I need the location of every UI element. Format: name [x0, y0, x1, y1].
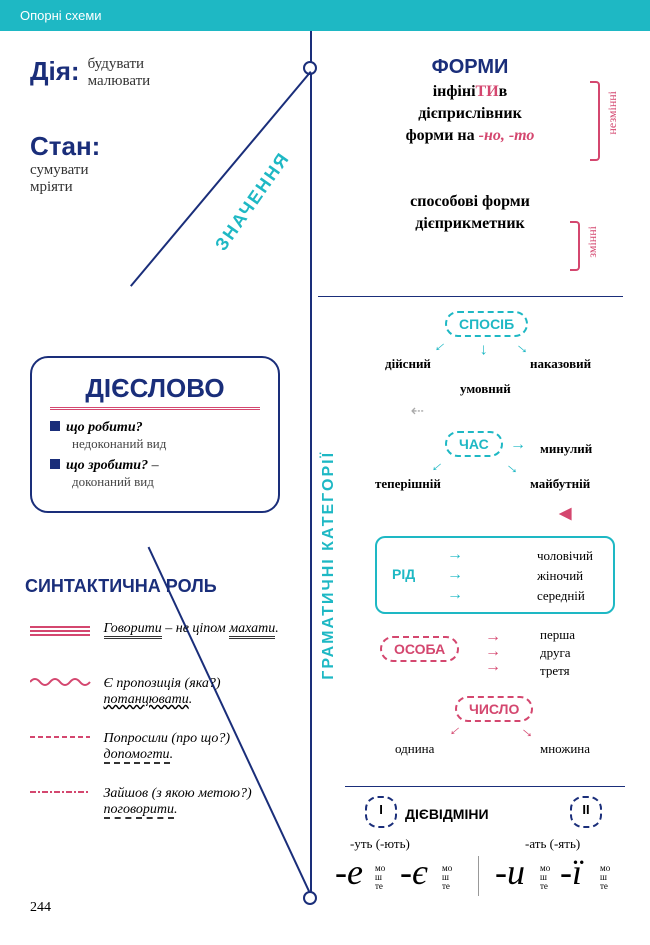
conj-third-1: -уть (-ють) [350, 836, 410, 852]
znachennia-label: ЗНАЧЕННЯ [211, 148, 294, 255]
gram-label: ГРАМАТИЧНІ КАТЕГОРІЇ [320, 451, 338, 680]
vowel-ye: -є [400, 851, 428, 893]
formy-line-3: форми на -но, -то [340, 127, 600, 145]
rid-3: середній [537, 586, 593, 606]
formy-line-2: дієприслівник [340, 105, 600, 123]
page-content: Дія: будувати малювати Стан: сумувати мр… [0, 31, 650, 921]
conj-title: ДІЄВІДМІНИ [405, 806, 489, 822]
suffix-4: моште [600, 864, 610, 891]
dia-label: Дія: [30, 56, 80, 86]
gear-1: I [365, 796, 397, 828]
page-number: 244 [30, 900, 51, 916]
chas-1: теперішній [375, 476, 441, 492]
synt-row-1: Говорити – не ціпом махати. [30, 621, 300, 646]
dia-block: Дія: будувати малювати [30, 56, 150, 90]
conj-sep [478, 856, 479, 896]
chas-3: майбутній [530, 476, 590, 492]
osoba-2: друга [540, 644, 575, 662]
formy-line-4: способові форми [340, 193, 600, 211]
pill-sposib: СПОСІБ [445, 311, 528, 337]
rid-label: РІД [392, 566, 415, 582]
stan-ex-2: мріяти [30, 179, 73, 195]
sposib-1: дійсний [385, 356, 431, 372]
pill-chyslo: ЧИСЛО [455, 696, 533, 722]
chyslo-1: однина [395, 741, 434, 757]
bullet-2 [50, 459, 60, 469]
mainword-box: ДІЄСЛОВО що робити? недоконаний вид що з… [30, 356, 280, 513]
q1: що робити? недоконаний вид [50, 420, 260, 452]
label-nezminni: незмінні [605, 91, 620, 135]
horizontal-rule [318, 296, 623, 297]
vowel-y: -и [495, 851, 525, 893]
osoba-3: третя [540, 662, 575, 680]
formy-line-5: дієприкметник [340, 215, 600, 233]
synt-row-2: Є пропозиція (яка?) потанцювати. [30, 676, 300, 708]
bracket-nezminni [590, 81, 600, 161]
stan-ex-1: сумувати [30, 162, 89, 178]
diagonal-line-2 [148, 547, 310, 892]
node-bottom [303, 891, 317, 905]
sposib-3: умовний [460, 381, 511, 397]
vowel-yi: -ї [560, 851, 582, 893]
gear-2: II [570, 796, 602, 828]
pill-chas: ЧАС [445, 431, 503, 457]
bullet-1 [50, 421, 60, 431]
rid-1: чоловічий [537, 546, 593, 566]
label-zminni: змінні [585, 226, 600, 258]
synt-row-3: Попросили (про що?) допомогти. [30, 731, 300, 763]
rid-box: РІД чоловічий жіночий середній → → → [375, 536, 615, 614]
dia-ex-1: будувати [88, 56, 144, 72]
dia-ex-2: малювати [88, 73, 151, 89]
stan-label: Стан: [30, 131, 100, 162]
header-title: Опорні схеми [20, 8, 102, 23]
bracket-zminni [570, 221, 580, 271]
conj-third-2: -ать (-ять) [525, 836, 580, 852]
mainword: ДІЄСЛОВО [50, 373, 260, 410]
formy-block: ФОРМИ інфініТИв дієприслівник форми на -… [340, 56, 600, 237]
suffix-3: моште [540, 864, 550, 891]
formy-title: ФОРМИ [340, 56, 600, 79]
stan-block: Стан: сумувати мріяти [30, 131, 100, 196]
synt-row-4: Зайшов (з якою метою?) поговорити. [30, 786, 300, 818]
conj-divider [345, 786, 625, 787]
chyslo-2: множина [540, 741, 590, 757]
sposib-2: наказовий [530, 356, 591, 372]
vertical-divider [310, 31, 312, 901]
synt-title: СИНТАКТИЧНА РОЛЬ [25, 576, 217, 597]
suffix-2: моште [442, 864, 452, 891]
rid-2: жіночий [537, 566, 593, 586]
suffix-1: моште [375, 864, 385, 891]
osoba-1: перша [540, 626, 575, 644]
pill-osoba: ОСОБА [380, 636, 459, 662]
q2: що зробити? – доконаний вид [50, 458, 260, 490]
formy-line-1: інфініТИв [340, 83, 600, 101]
chas-2: минулий [540, 441, 592, 457]
vowel-e: -е [335, 851, 363, 893]
page-header: Опорні схеми [0, 0, 650, 31]
diagonal-line-1 [130, 71, 312, 287]
